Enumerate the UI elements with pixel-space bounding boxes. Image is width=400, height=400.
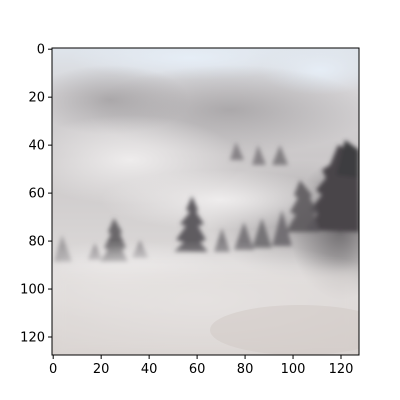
- y-tick-label: 40: [28, 139, 45, 154]
- x-tick-label: 120: [329, 362, 354, 377]
- x-tick-label: 20: [93, 362, 110, 377]
- y-tick-label: 0: [37, 43, 45, 58]
- y-tick-label: 120: [20, 331, 45, 346]
- y-tick-label: 20: [28, 91, 45, 106]
- x-tick-label: 100: [281, 362, 306, 377]
- x-axis: 0 20 40 60 80 100 120: [49, 355, 353, 377]
- x-tick-label: 60: [189, 362, 206, 377]
- y-tick-label: 60: [28, 187, 45, 202]
- x-tick-label: 0: [49, 362, 57, 377]
- x-tick-label: 40: [141, 362, 158, 377]
- y-tick-label: 100: [20, 283, 45, 298]
- y-tick-label: 80: [28, 235, 45, 250]
- x-tick-label: 80: [237, 362, 254, 377]
- foggy-forest-photo: [0, 36, 400, 360]
- y-axis: 0 20 40 60 80 100 120: [20, 43, 52, 346]
